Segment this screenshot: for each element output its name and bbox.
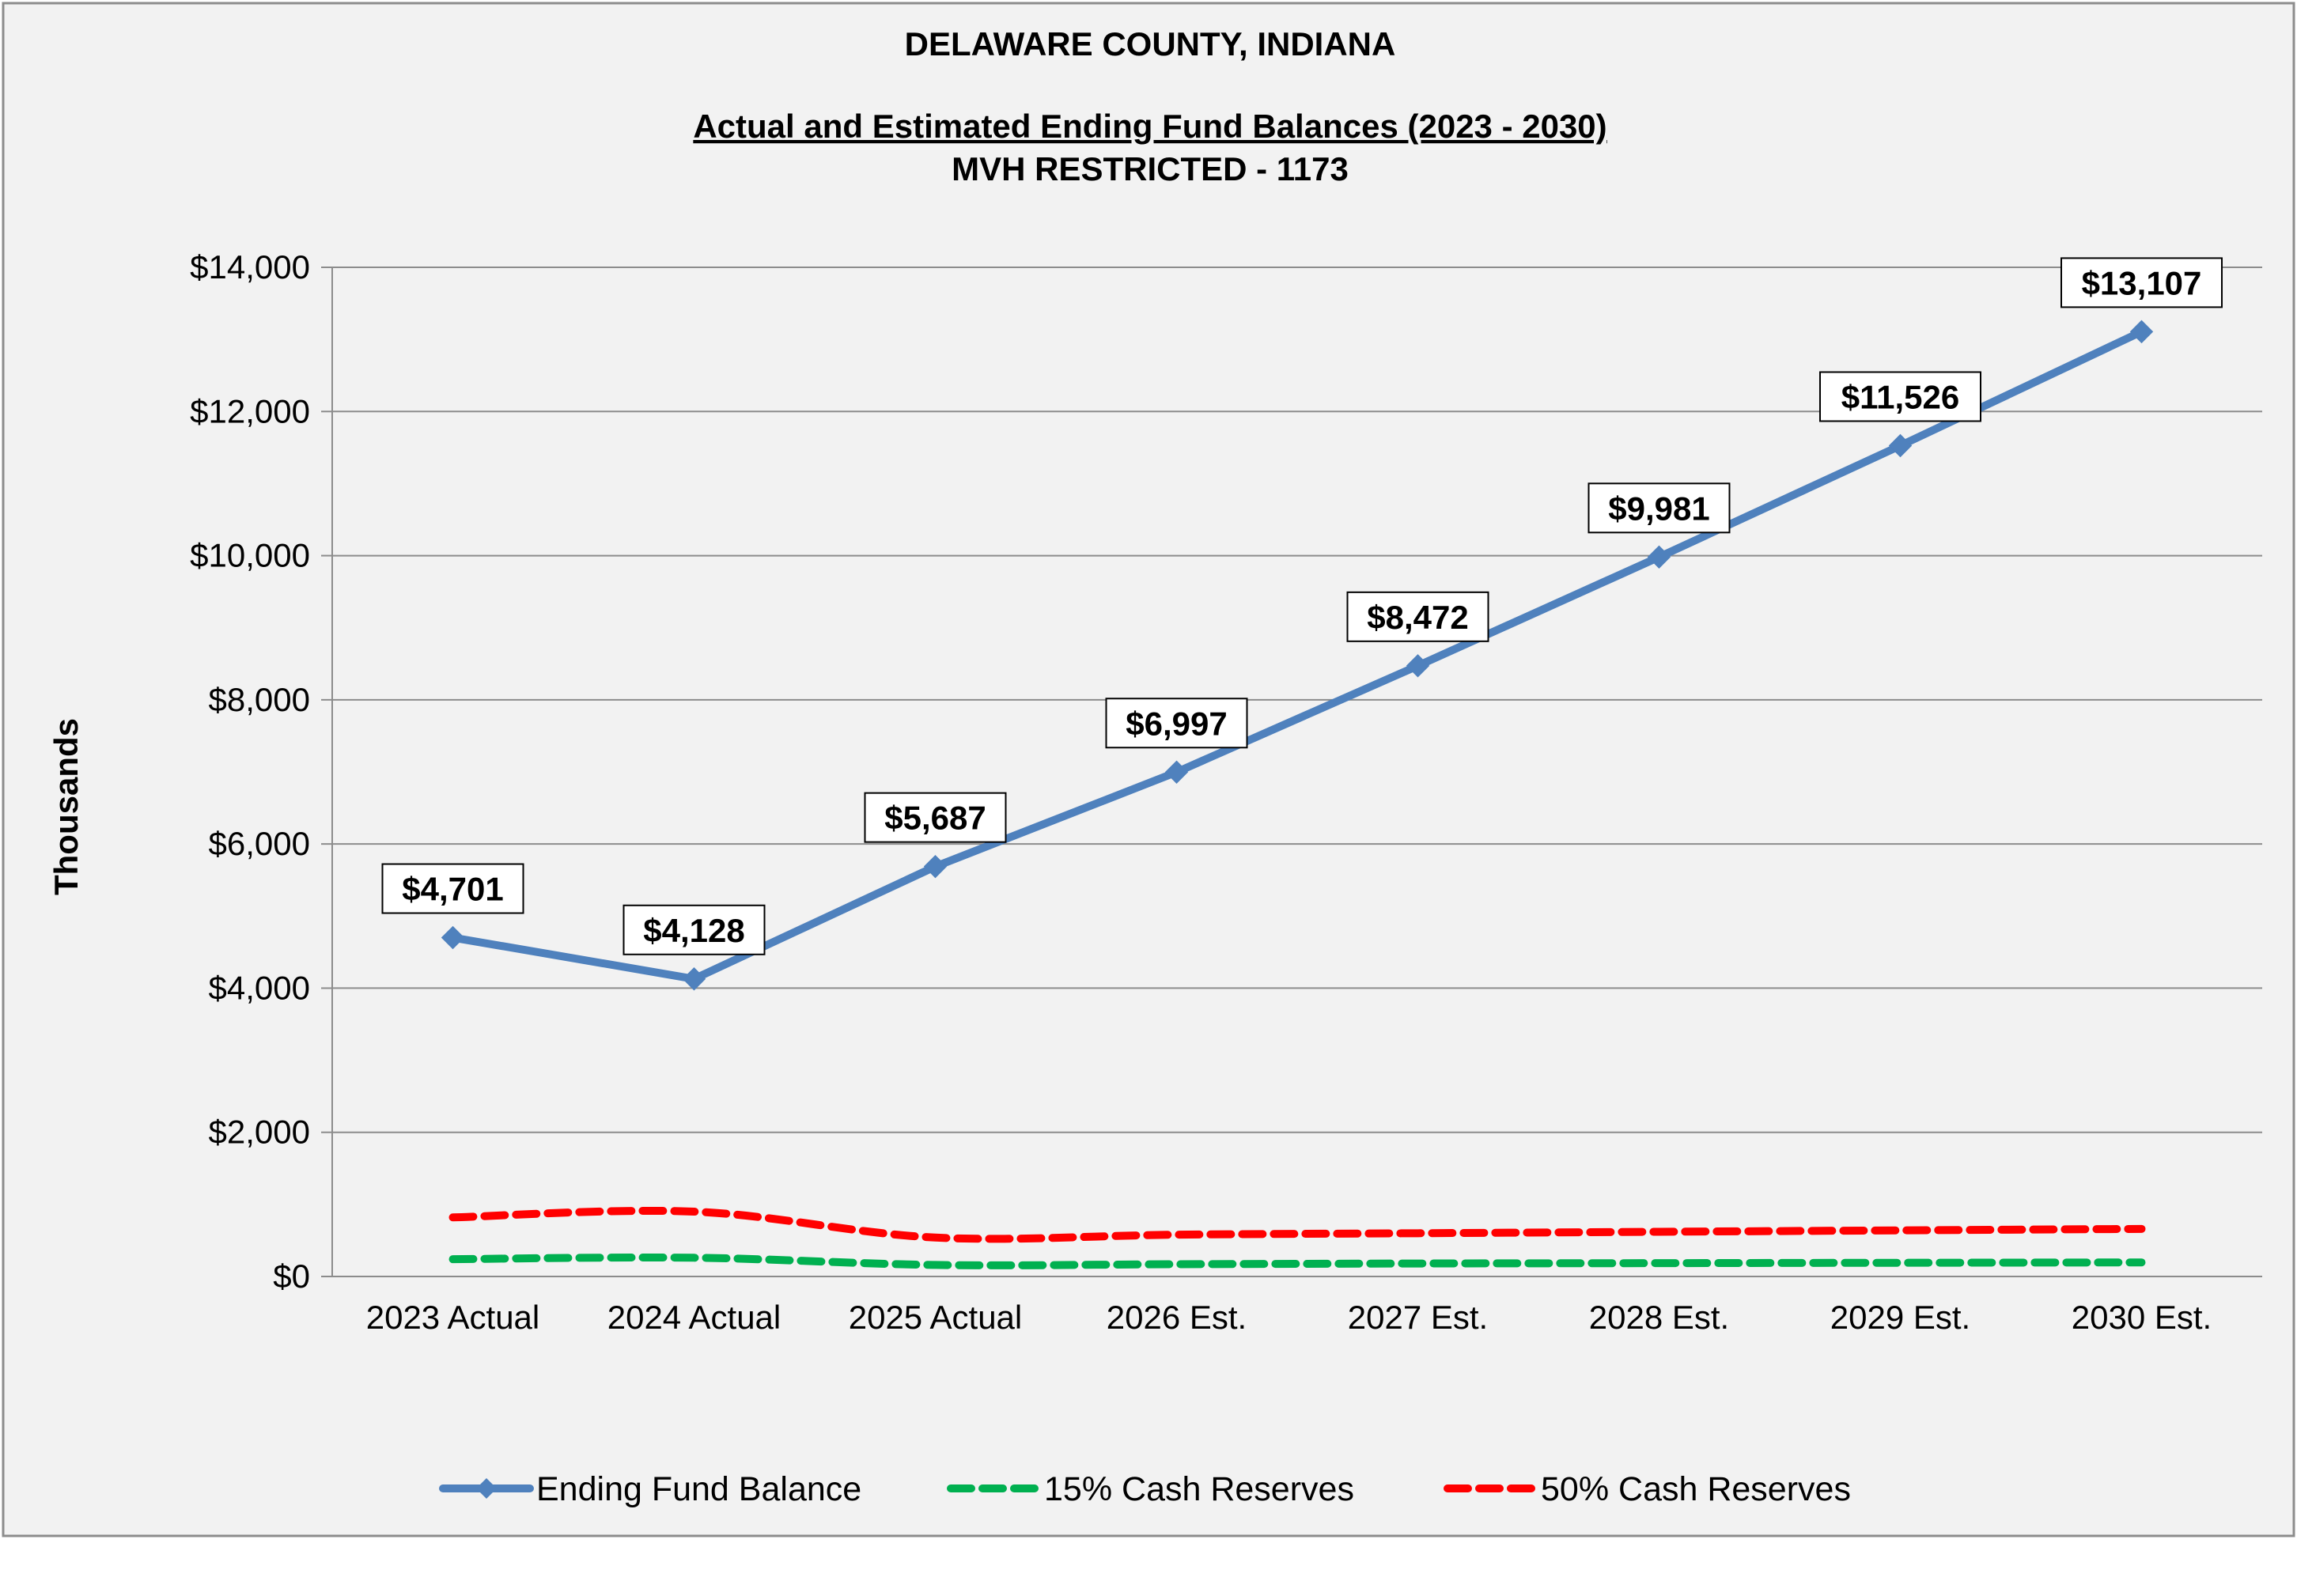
series-point-ending-fund-balance [1647, 545, 1671, 569]
data-label-box [2060, 257, 2223, 308]
y-axis-label: Thousands [47, 718, 85, 895]
series-point-ending-fund-balance [682, 967, 706, 991]
chart-subtitle: Actual and Estimated Ending Fund Balance… [693, 108, 1606, 145]
data-label-box [1819, 371, 1981, 422]
y-tick-label: $2,000 [209, 1114, 310, 1151]
series-point-ending-fund-balance [441, 925, 465, 950]
data-label: $13,107 [2082, 264, 2202, 301]
y-tick-label: $8,000 [209, 681, 310, 718]
series-layer [441, 320, 2154, 1269]
series-point-ending-fund-balance [1888, 433, 1913, 458]
x-tick-label: 2024 Actual [607, 1299, 781, 1336]
y-tick-label: $6,000 [209, 825, 310, 862]
data-label: $11,526 [1841, 378, 1960, 415]
x-tick-label: 2025 Actual [849, 1299, 1023, 1336]
y-tick-label: $4,000 [209, 969, 310, 1006]
legend-label-50-cash-reserves: 50% Cash Reserves [1541, 1470, 1851, 1508]
x-tick-label: 2028 Est. [1589, 1299, 1729, 1336]
legend-label-15-cash-reserves: 15% Cash Reserves [1044, 1470, 1354, 1508]
x-tick-label: 2023 Actual [366, 1299, 540, 1336]
series-point-ending-fund-balance [1406, 654, 1430, 678]
data-labels: $4,701 $4,128 $5,687 $6,997 $8,472 $9,981 $11,… [381, 257, 2223, 955]
data-label: $5,687 [884, 800, 986, 837]
legend-label-ending-fund-balance: Ending Fund Balance [536, 1470, 861, 1508]
series-line-15-cash-reserves [448, 1253, 2146, 1269]
x-tick-label: 2030 Est. [2072, 1299, 2212, 1336]
chart-subtitle-2: MVH RESTRICTED - 1173 [952, 150, 1349, 187]
data-label: $8,472 [1367, 599, 1468, 636]
x-tick-label: 2027 Est. [1348, 1299, 1488, 1336]
legend-marker-ending-fund-balance [476, 1478, 497, 1499]
series-line-ending-fund-balance [448, 327, 2146, 983]
series-point-ending-fund-balance [923, 854, 948, 879]
x-tick-label: 2026 Est. [1107, 1299, 1247, 1336]
chart-title: DELAWARE COUNTY, INDIANA [905, 25, 1396, 62]
data-label: $4,701 [402, 871, 503, 908]
data-label-box [1105, 698, 1248, 749]
x-tick-label: 2029 Est. [1830, 1299, 1970, 1336]
data-label: $4,128 [643, 912, 744, 949]
y-tick-label: $14,000 [190, 248, 310, 286]
axes: $0 $2,000 $4,000 $6,000 $8,000 $10,000 $12,000… [190, 248, 2262, 1336]
y-tick-label: $12,000 [190, 392, 310, 429]
data-label-box [1587, 482, 1731, 534]
plot-area-background [332, 267, 2262, 1276]
data-label-box [1346, 591, 1489, 642]
series-line-50-cash-reserves [448, 1206, 2146, 1243]
data-label: $6,997 [1126, 705, 1227, 742]
series-point-ending-fund-balance [1164, 760, 1189, 784]
y-tick-label: $10,000 [190, 537, 310, 574]
data-label: $9,981 [1608, 490, 1709, 527]
data-label-box [864, 792, 1007, 843]
legend: Ending Fund Balance 15% Cash Reserves 50% … [439, 1470, 1851, 1508]
data-label-box [381, 863, 524, 914]
y-tick-label: $0 [273, 1258, 310, 1295]
series-point-ending-fund-balance [2129, 320, 2154, 344]
data-label-box [622, 904, 766, 955]
